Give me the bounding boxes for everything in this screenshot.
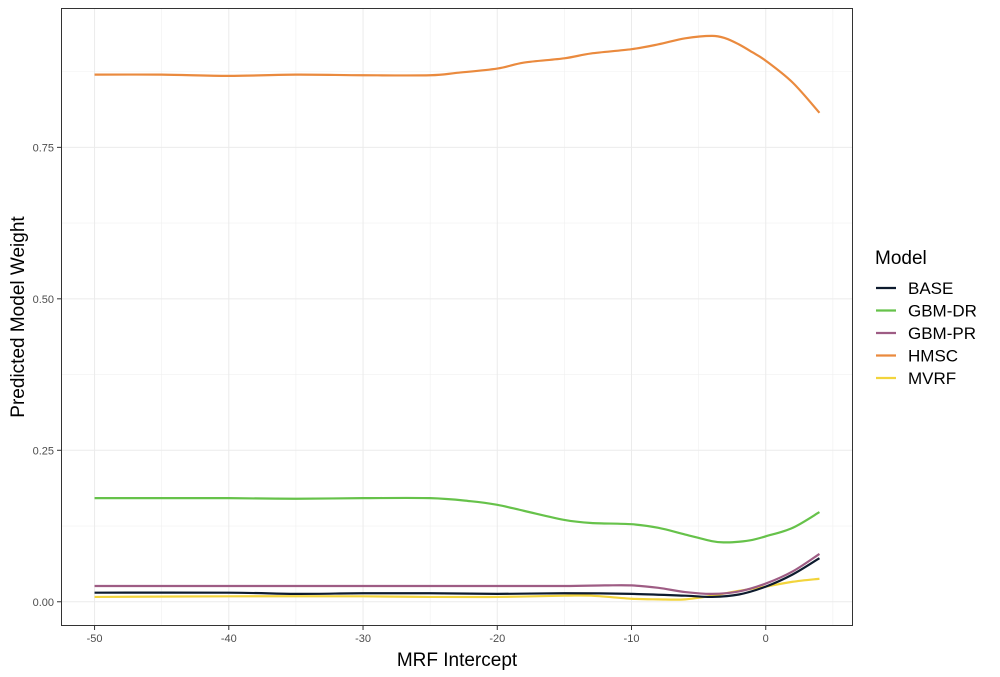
legend-title: Model	[875, 248, 927, 269]
y-axis-title: Predicted Model Weight	[8, 216, 29, 418]
series-line-gbm-dr	[94, 496, 821, 544]
y-tick-label: 0.75	[33, 142, 54, 154]
x-tick-label: -30	[355, 633, 371, 645]
y-axis: 0.00 0.25 0.50 0.75	[33, 142, 61, 609]
plot-panel	[61, 8, 853, 626]
plot-border	[61, 8, 853, 626]
x-axis: -50 -40 -30 -20 -10 0	[87, 626, 769, 645]
x-tick-label: -20	[489, 633, 505, 645]
y-tick-label: 0.25	[33, 445, 54, 457]
legend-items: BASE GBM-DR GBM-PR HMSC MVRF	[876, 279, 977, 388]
legend-label-mvrf: MVRF	[908, 369, 956, 388]
x-tick-label: -40	[221, 633, 237, 645]
legend-label-gbm-pr: GBM-PR	[908, 324, 976, 343]
x-tick-label: 0	[763, 633, 769, 645]
plot-area	[61, 8, 853, 626]
y-tick-label: 0.00	[33, 597, 54, 609]
x-axis-title: MRF Intercept	[397, 650, 518, 671]
series-line-hmsc	[94, 34, 821, 114]
x-tick-label: -50	[87, 633, 103, 645]
minor-gridlines	[61, 8, 853, 626]
series-line-gbm-pr	[94, 552, 821, 595]
series-lines	[94, 34, 821, 601]
legend: Model BASE GBM-DR GBM-PR HMSC MVRF	[875, 248, 977, 388]
legend-label-base: BASE	[908, 279, 953, 298]
legend-label-hmsc: HMSC	[908, 347, 958, 366]
series-line-base	[94, 557, 821, 599]
x-tick-label: -10	[624, 633, 640, 645]
legend-label-gbm-dr: GBM-DR	[908, 302, 977, 321]
major-gridlines	[61, 8, 853, 626]
y-tick-label: 0.50	[33, 294, 54, 306]
